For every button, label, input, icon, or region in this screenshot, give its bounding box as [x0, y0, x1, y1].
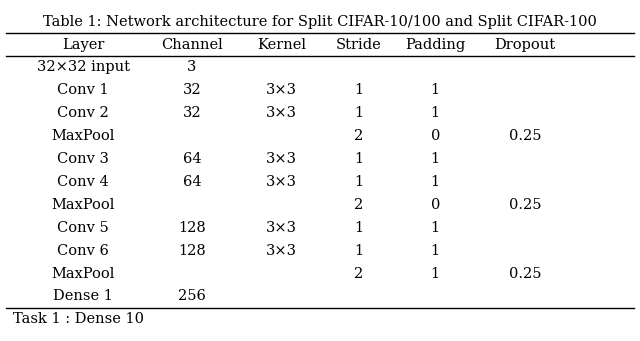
Text: Padding: Padding	[405, 38, 465, 51]
Text: Channel: Channel	[161, 38, 223, 51]
Text: 1: 1	[354, 106, 363, 120]
Text: 1: 1	[431, 152, 440, 166]
Text: 1: 1	[431, 267, 440, 281]
Text: 0: 0	[431, 129, 440, 143]
Text: 1: 1	[431, 175, 440, 189]
Text: Conv 2: Conv 2	[58, 106, 109, 120]
Text: 2: 2	[354, 129, 363, 143]
Text: 128: 128	[178, 243, 206, 258]
Text: 3×3: 3×3	[266, 152, 297, 166]
Text: 1: 1	[354, 83, 363, 98]
Text: 64: 64	[182, 175, 202, 189]
Text: 3×3: 3×3	[266, 83, 297, 98]
Text: MaxPool: MaxPool	[51, 267, 115, 281]
Text: 0.25: 0.25	[509, 129, 541, 143]
Text: 0.25: 0.25	[509, 198, 541, 212]
Text: Conv 4: Conv 4	[58, 175, 109, 189]
Text: 3×3: 3×3	[266, 106, 297, 120]
Text: Dense 1: Dense 1	[53, 290, 113, 303]
Text: 2: 2	[354, 267, 363, 281]
Text: 1: 1	[354, 221, 363, 235]
Text: 1: 1	[354, 175, 363, 189]
Text: 1: 1	[431, 106, 440, 120]
Text: 3×3: 3×3	[266, 243, 297, 258]
Text: Stride: Stride	[335, 38, 381, 51]
Text: 0: 0	[431, 198, 440, 212]
Text: 32×32 input: 32×32 input	[36, 60, 130, 74]
Text: 32: 32	[182, 83, 202, 98]
Text: Conv 6: Conv 6	[57, 243, 109, 258]
Text: 256: 256	[178, 290, 206, 303]
Text: 1: 1	[354, 243, 363, 258]
Text: 1: 1	[354, 152, 363, 166]
Text: 1: 1	[431, 83, 440, 98]
Text: Conv 3: Conv 3	[57, 152, 109, 166]
Text: 1: 1	[431, 221, 440, 235]
Text: Layer: Layer	[62, 38, 104, 51]
Text: 1: 1	[431, 243, 440, 258]
Text: Dropout: Dropout	[494, 38, 556, 51]
Text: 2: 2	[354, 198, 363, 212]
Text: 3×3: 3×3	[266, 175, 297, 189]
Text: Kernel: Kernel	[257, 38, 306, 51]
Text: MaxPool: MaxPool	[51, 129, 115, 143]
Text: Conv 1: Conv 1	[58, 83, 109, 98]
Text: 64: 64	[182, 152, 202, 166]
Text: Conv 5: Conv 5	[58, 221, 109, 235]
Text: 128: 128	[178, 221, 206, 235]
Text: Table 1: Network architecture for Split CIFAR-10/100 and Split CIFAR-100: Table 1: Network architecture for Split …	[43, 15, 597, 29]
Text: Task 1 : Dense 10: Task 1 : Dense 10	[13, 312, 144, 326]
Text: MaxPool: MaxPool	[51, 198, 115, 212]
Text: 32: 32	[182, 106, 202, 120]
Text: 0.25: 0.25	[509, 267, 541, 281]
Text: 3: 3	[188, 60, 196, 74]
Text: 3×3: 3×3	[266, 221, 297, 235]
